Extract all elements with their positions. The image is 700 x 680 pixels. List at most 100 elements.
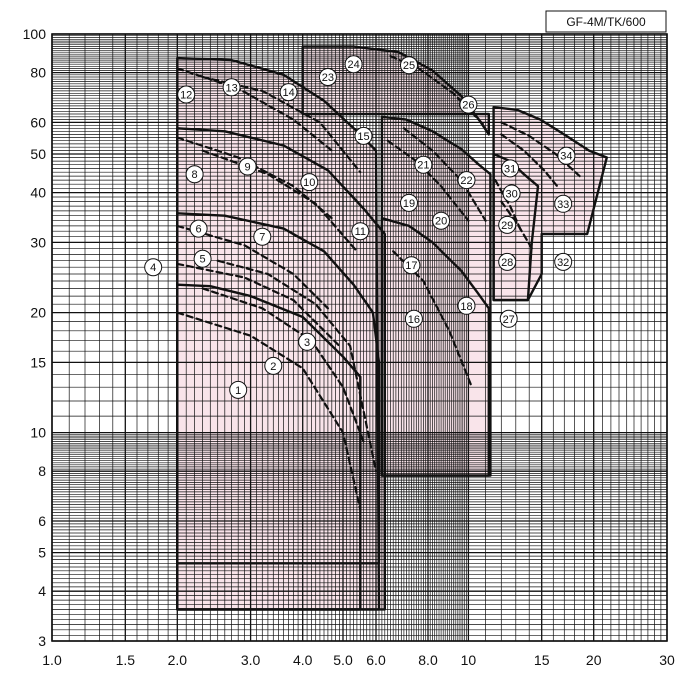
model-label-circle xyxy=(554,194,573,213)
model-label-circle xyxy=(318,68,337,86)
y-tick-label: 50 xyxy=(30,146,46,162)
plot-frame xyxy=(51,33,668,642)
operating-region-outline-e xyxy=(380,216,490,477)
y-tick-label: 40 xyxy=(30,185,46,201)
model-label-text: 27 xyxy=(503,314,515,326)
model-label-10: 10 xyxy=(300,173,319,192)
model-label-circle xyxy=(459,95,478,114)
model-label-text: 16 xyxy=(408,314,420,326)
model-label-circle xyxy=(354,126,373,145)
model-label-circle xyxy=(404,309,423,328)
model-label-circle xyxy=(298,332,317,351)
model-label-27: 27 xyxy=(499,309,518,328)
model-label-12: 12 xyxy=(177,85,196,104)
operating-region-outline-c xyxy=(176,127,386,611)
series-line-5 xyxy=(176,224,329,310)
chart-title: GF-4M/TK/600 xyxy=(566,15,646,29)
model-label-text: 22 xyxy=(460,175,472,187)
model-label-circle xyxy=(193,249,212,268)
x-tick-label: 15 xyxy=(534,652,550,668)
model-label-circle xyxy=(222,78,241,97)
model-label-text: 29 xyxy=(501,220,513,232)
model-label-19: 19 xyxy=(400,193,418,212)
x-tick-label: 30 xyxy=(659,652,675,668)
model-label-32: 32 xyxy=(554,252,573,271)
model-label-24: 24 xyxy=(344,55,363,74)
series-line-16 xyxy=(500,133,561,190)
model-label-text: 11 xyxy=(355,226,366,238)
model-label-circle xyxy=(253,227,272,246)
model-label-text: 10 xyxy=(303,177,315,189)
x-tick-label: 2.0 xyxy=(168,652,188,668)
model-label-13: 13 xyxy=(222,78,241,97)
tick-label-layer: 1.0 1.5 2.0 3.0 4.0 5.0 6.0 8.0 10 15 20 3010080605… xyxy=(23,26,675,668)
model-label-circle xyxy=(502,184,521,203)
model-label-30: 30 xyxy=(502,184,521,203)
series-line-11 xyxy=(386,139,470,222)
model-label-1: 1 xyxy=(229,380,248,399)
x-tick-label: 1.5 xyxy=(116,652,136,668)
model-label-text: 6 xyxy=(196,224,202,236)
model-label-9: 9 xyxy=(238,157,257,176)
y-tick-label: 100 xyxy=(23,26,47,42)
model-label-11: 11 xyxy=(351,222,370,241)
x-tick-label: 20 xyxy=(586,652,602,668)
model-label-33: 33 xyxy=(554,194,573,213)
model-label-14: 14 xyxy=(279,83,298,102)
model-label-text: 24 xyxy=(347,59,359,71)
model-label-29: 29 xyxy=(498,215,517,234)
x-tick-label: 3.0 xyxy=(241,652,261,668)
operating-region-outline-d xyxy=(176,56,381,611)
model-label-text: 2 xyxy=(270,361,276,373)
series-line-15 xyxy=(500,200,533,250)
model-label-circle xyxy=(189,219,208,238)
model-label-20: 20 xyxy=(432,211,451,230)
x-tick-label: 4.0 xyxy=(293,652,313,668)
model-label-circle xyxy=(400,193,418,212)
model-label-text: 3 xyxy=(304,337,310,349)
model-label-text: 4 xyxy=(150,262,156,274)
plot-border xyxy=(51,33,668,642)
model-label-circle xyxy=(402,256,421,275)
model-label-text: 32 xyxy=(557,257,569,269)
model-label-circle xyxy=(238,157,257,176)
model-label-23: 23 xyxy=(318,68,337,86)
model-label-text: 8 xyxy=(192,169,198,181)
operating-region-outline-i xyxy=(492,105,608,302)
y-tick-label: 30 xyxy=(30,234,46,250)
model-label-4: 4 xyxy=(144,258,163,277)
series-line-12 xyxy=(402,127,487,222)
model-label-circle xyxy=(554,252,573,271)
model-label-26: 26 xyxy=(459,95,478,114)
model-label-circle xyxy=(498,215,517,234)
series-line-3 xyxy=(216,259,378,473)
model-label-8: 8 xyxy=(185,165,204,184)
model-label-2: 2 xyxy=(264,356,283,375)
model-label-21: 21 xyxy=(414,155,433,174)
model-label-text: 33 xyxy=(557,199,569,211)
model-label-circle xyxy=(279,83,298,102)
model-label-3: 3 xyxy=(298,332,317,351)
title-box: GF-4M/TK/600 xyxy=(545,10,667,33)
model-label-6: 6 xyxy=(189,219,208,238)
model-label-text: 7 xyxy=(259,232,265,244)
series-line-1 xyxy=(176,311,362,511)
x-tick-label: 8.0 xyxy=(418,652,438,668)
model-label-text: 18 xyxy=(460,301,472,313)
y-tick-label: 15 xyxy=(30,354,46,370)
model-label-text: 13 xyxy=(225,82,237,94)
model-label-34: 34 xyxy=(557,146,576,165)
model-label-text: 1 xyxy=(235,385,241,397)
model-label-circle xyxy=(498,252,517,271)
model-label-31: 31 xyxy=(501,159,520,178)
operating-region-outline-f xyxy=(380,115,492,477)
model-label-text: 31 xyxy=(504,163,516,175)
model-label-text: 12 xyxy=(180,90,192,102)
model-label-circle xyxy=(499,309,518,328)
y-tick-label: 3 xyxy=(38,633,46,649)
x-tick-label: 1.0 xyxy=(42,652,62,668)
x-tick-label: 6.0 xyxy=(366,652,386,668)
